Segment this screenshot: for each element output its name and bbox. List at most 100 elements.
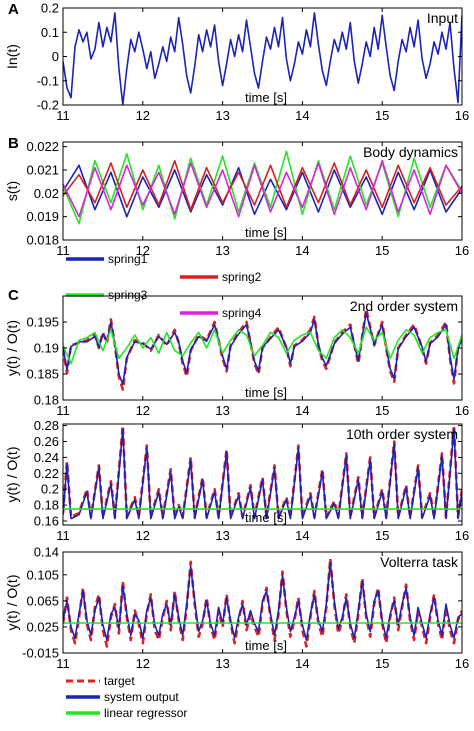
series-group — [63, 424, 462, 520]
x-tick-label: 15 — [375, 656, 389, 671]
series-group — [63, 150, 462, 225]
y-tick-label: 0.18 — [34, 498, 59, 513]
y-tick-label: 0.22 — [34, 466, 59, 481]
x-tick-label: 12 — [136, 656, 150, 671]
y-tick-label: 0.19 — [34, 341, 59, 356]
x-tick-label: 14 — [295, 528, 309, 543]
x-tick-label: 12 — [136, 403, 150, 418]
y-tick-label: 0.2 — [41, 482, 59, 497]
x-tick-label: 15 — [375, 108, 389, 123]
x-tick-label: 11 — [56, 403, 70, 418]
x-tick-label: 12 — [136, 243, 150, 258]
legend-label: spring2 — [222, 270, 262, 284]
y-tick-label: 0.021 — [26, 163, 59, 178]
x-tick-label: 16 — [455, 656, 469, 671]
legend-label: target — [104, 674, 135, 688]
x-tick-label: 14 — [295, 243, 309, 258]
chart-panel-3: 11 12 13 14 15 16 0.280.260.240.220.20.180.16 y… — [4, 418, 469, 543]
x-tick-label: 11 — [56, 528, 70, 543]
panel-letter: C — [8, 287, 19, 304]
series-group — [63, 557, 462, 648]
x-tick-label: 15 — [375, 528, 389, 543]
x-tick-label: 16 — [455, 403, 469, 418]
spring4-line — [63, 159, 462, 218]
x-tick-label: 11 — [56, 108, 70, 123]
y-tick-label: 0.105 — [26, 567, 59, 582]
x-axis-label: time [s] — [245, 510, 287, 525]
y-tick-label: 0.24 — [34, 450, 59, 465]
x-tick-label: 15 — [375, 403, 389, 418]
x-tick-label: 13 — [215, 656, 229, 671]
y-tick-label: 0.18 — [34, 393, 59, 408]
legend-label: spring1 — [108, 252, 148, 266]
y-axis-label: y(t) / O(t) — [4, 320, 20, 376]
y-tick-label: 0.065 — [26, 593, 59, 608]
x-tick-label: 16 — [455, 108, 469, 123]
series-group — [63, 307, 462, 391]
plot-frame — [62, 423, 463, 526]
chart-panel-1: 11 12 13 14 15 16 0.022 0.021 0.02 0.019 0.018 s(t)… — [4, 135, 469, 320]
y-axis-label: s(t) — [4, 181, 20, 201]
linear-regressor-line — [63, 326, 462, 365]
y-tick-label: 0.025 — [26, 619, 59, 634]
x-tick-label: 16 — [455, 528, 469, 543]
y-tick-label: -0.1 — [37, 73, 59, 88]
legend-label: spring3 — [108, 288, 148, 302]
series-group — [63, 12, 462, 105]
y-tick-label: 0.1 — [41, 25, 59, 40]
x-tick-label: 11 — [56, 656, 70, 671]
chart-panel-4: 11 12 13 14 15 16 0.14 0.105 0.065 0.025 -0.015y(t… — [4, 545, 469, 721]
spring1-line — [63, 164, 462, 218]
y-tick-label: 0.14 — [34, 545, 59, 560]
y-tick-label: 0.28 — [34, 418, 59, 433]
system-output-line — [63, 311, 462, 386]
x-tick-label: 16 — [455, 243, 469, 258]
x-tick-label: 14 — [295, 108, 309, 123]
panel-annotation: 10th order system — [346, 426, 458, 442]
y-tick-label: -0.015 — [22, 646, 59, 661]
x-tick-label: 13 — [215, 403, 229, 418]
panel-annotation: Volterra task — [380, 554, 459, 570]
x-tick-label: 12 — [136, 528, 150, 543]
spring2-line — [63, 159, 462, 211]
x-tick-label: 12 — [136, 108, 150, 123]
plot-frame — [62, 141, 463, 241]
x-tick-label: 13 — [215, 108, 229, 123]
panel-annotation: 2nd order system — [350, 298, 458, 314]
panel-letter: A — [8, 1, 19, 18]
system-output-line — [63, 428, 462, 520]
plot-frame — [62, 551, 463, 654]
x-axis-label: time [s] — [245, 638, 287, 653]
y-tick-label: 0.2 — [41, 1, 59, 16]
legend-label: system output — [104, 690, 179, 704]
y-axis-label: y(t) / O(t) — [4, 575, 20, 631]
x-axis-label: time [s] — [245, 385, 287, 400]
legend-label: linear regressor — [104, 706, 187, 720]
y-tick-label: 0 — [52, 49, 59, 64]
y-tick-label: 0.195 — [26, 315, 59, 330]
y-tick-label: 0.02 — [34, 186, 59, 201]
legend: spring1 spring3 spring2 spring4 — [66, 252, 262, 320]
x-tick-label: 14 — [295, 403, 309, 418]
legend-label: spring4 — [222, 306, 262, 320]
panel-annotation: Body dynamics — [363, 144, 458, 160]
x-tick-label: 13 — [215, 528, 229, 543]
y-tick-label: 0.022 — [26, 139, 59, 154]
panel-annotation: Input — [427, 10, 458, 26]
x-axis-label: time [s] — [245, 225, 287, 240]
y-tick-label: 0.26 — [34, 434, 59, 449]
y-axis-label: In(t) — [4, 44, 20, 69]
x-tick-label: 14 — [295, 656, 309, 671]
legend: target system output linear regressor — [66, 674, 187, 720]
y-tick-label: 0.018 — [26, 233, 59, 248]
signal-line — [63, 12, 462, 105]
system-output-line — [63, 561, 462, 641]
x-axis-label: time [s] — [245, 90, 287, 105]
y-axis-label: y(t) / O(t) — [4, 447, 20, 503]
panel-letter: B — [8, 135, 19, 152]
x-tick-label: 11 — [56, 243, 70, 258]
chart-panel-0: 11 12 13 14 15 16 0.2 0.1 0 -0.1 -0.2 In(t) time [s]… — [4, 1, 469, 124]
y-tick-label: 0.185 — [26, 367, 59, 382]
y-tick-label: 0.019 — [26, 209, 59, 224]
